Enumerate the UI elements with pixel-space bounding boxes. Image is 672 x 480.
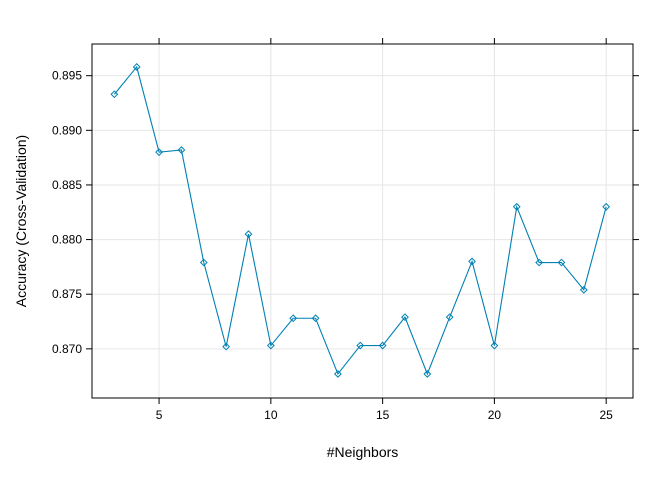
- axes: 5 10 15 20 25 0.870 0.875 0.880 0.885 0.890 0.895: [52, 38, 639, 422]
- series-line: [113, 65, 607, 376]
- data-point: [579, 285, 588, 294]
- data-point: [334, 370, 342, 378]
- data-point: [177, 146, 186, 154]
- data-point: [423, 370, 432, 378]
- data-point: [155, 148, 163, 157]
- data-point: [445, 313, 454, 322]
- data-point: [244, 230, 253, 239]
- grid: [92, 44, 633, 398]
- data-point: [490, 341, 499, 350]
- y-tick-label: 0.875: [52, 287, 82, 301]
- y-axis-title: Accuracy (Cross-Validation): [13, 135, 29, 307]
- data-point: [311, 314, 320, 323]
- data-point: [602, 202, 611, 211]
- y-tick-label: 0.890: [52, 123, 82, 137]
- data-point: [378, 341, 387, 350]
- x-tick-label: 15: [376, 408, 390, 422]
- data-point: [289, 314, 298, 323]
- x-tick-label: 5: [156, 408, 163, 422]
- data-point: [557, 258, 566, 267]
- y-tick-label: 0.885: [52, 178, 82, 192]
- y-tick-label: 0.880: [52, 233, 82, 247]
- data-point: [356, 341, 365, 350]
- data-point: [222, 342, 231, 351]
- data-point: [401, 313, 409, 322]
- data-point: [468, 257, 476, 266]
- x-tick-label: 20: [488, 408, 502, 422]
- x-axis-title: #Neighbors: [327, 444, 399, 460]
- y-tick-label: 0.895: [52, 69, 82, 83]
- data-point: [110, 90, 119, 99]
- data-point: [266, 341, 275, 350]
- data-point: [535, 258, 544, 267]
- data-point: [132, 63, 141, 71]
- x-tick-label: 25: [599, 408, 613, 422]
- data-point: [199, 258, 208, 267]
- x-tick-label: 10: [264, 408, 278, 422]
- y-tick-label: 0.870: [52, 342, 82, 356]
- series-layer: [110, 63, 611, 378]
- plot-frame: [91, 43, 634, 399]
- data-point: [512, 202, 521, 211]
